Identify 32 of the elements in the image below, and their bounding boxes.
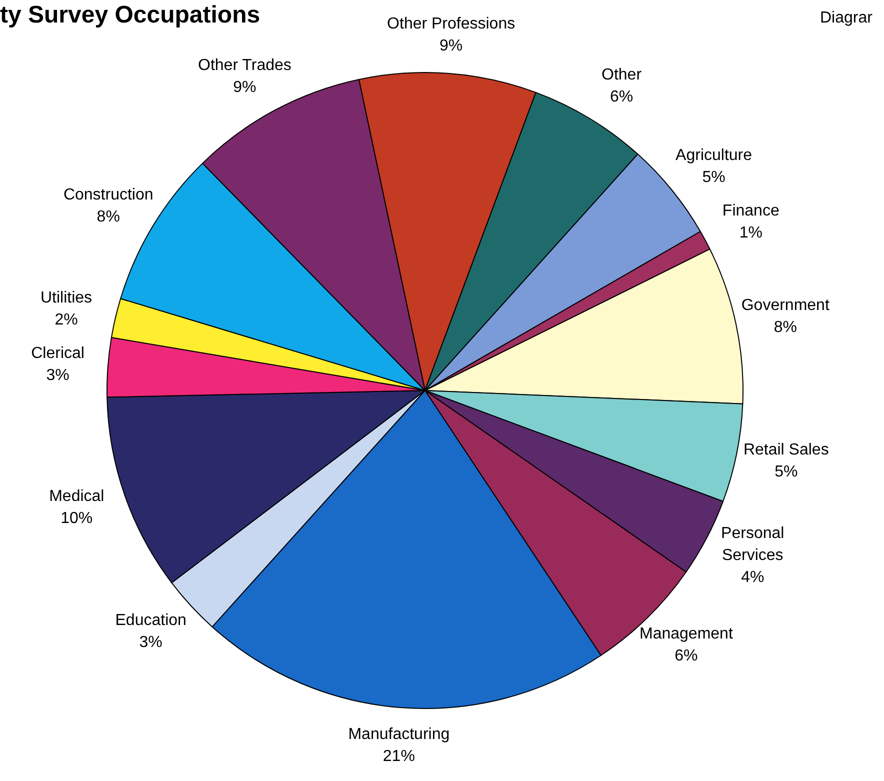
- slice-label: Medical: [49, 488, 104, 506]
- slice-label: Clerical: [31, 344, 84, 362]
- data-label: 5%: [702, 168, 726, 186]
- slice-label: Manufacturing: [348, 726, 450, 744]
- data-label: 1%: [739, 224, 762, 242]
- data-label: 4%: [741, 568, 764, 586]
- slice-label: Other Professions: [387, 16, 516, 33]
- data-label: 9%: [233, 79, 256, 96]
- slice-label: Personal Services: [721, 524, 784, 564]
- slice-label: Utilities: [40, 290, 92, 307]
- data-label: 3%: [46, 366, 70, 384]
- data-label: 10%: [60, 510, 93, 528]
- data-label: 3%: [139, 634, 162, 651]
- data-label: 6%: [610, 88, 634, 106]
- slice-label: Finance: [722, 202, 780, 220]
- slice-label: Government: [741, 296, 830, 314]
- chart-title: ty Survey Occupations: [0, 2, 260, 29]
- data-label: 5%: [774, 463, 798, 480]
- data-label: 8%: [96, 208, 120, 226]
- slice-label: Other: [601, 66, 642, 84]
- slice-label: Construction: [63, 186, 154, 204]
- slice-label: Retail Sales: [743, 441, 829, 458]
- data-label: 21%: [382, 748, 415, 766]
- text: Diagrar: [820, 9, 874, 26]
- slice-label: Agriculture: [676, 146, 752, 164]
- data-label: 2%: [54, 312, 78, 329]
- data-label: 6%: [674, 647, 698, 664]
- slice-label: Management: [639, 625, 734, 642]
- data-label: 9%: [440, 38, 463, 55]
- slice-label: Education: [115, 612, 186, 629]
- slice-label: Other Trades: [198, 57, 292, 74]
- data-label: 8%: [774, 318, 797, 336]
